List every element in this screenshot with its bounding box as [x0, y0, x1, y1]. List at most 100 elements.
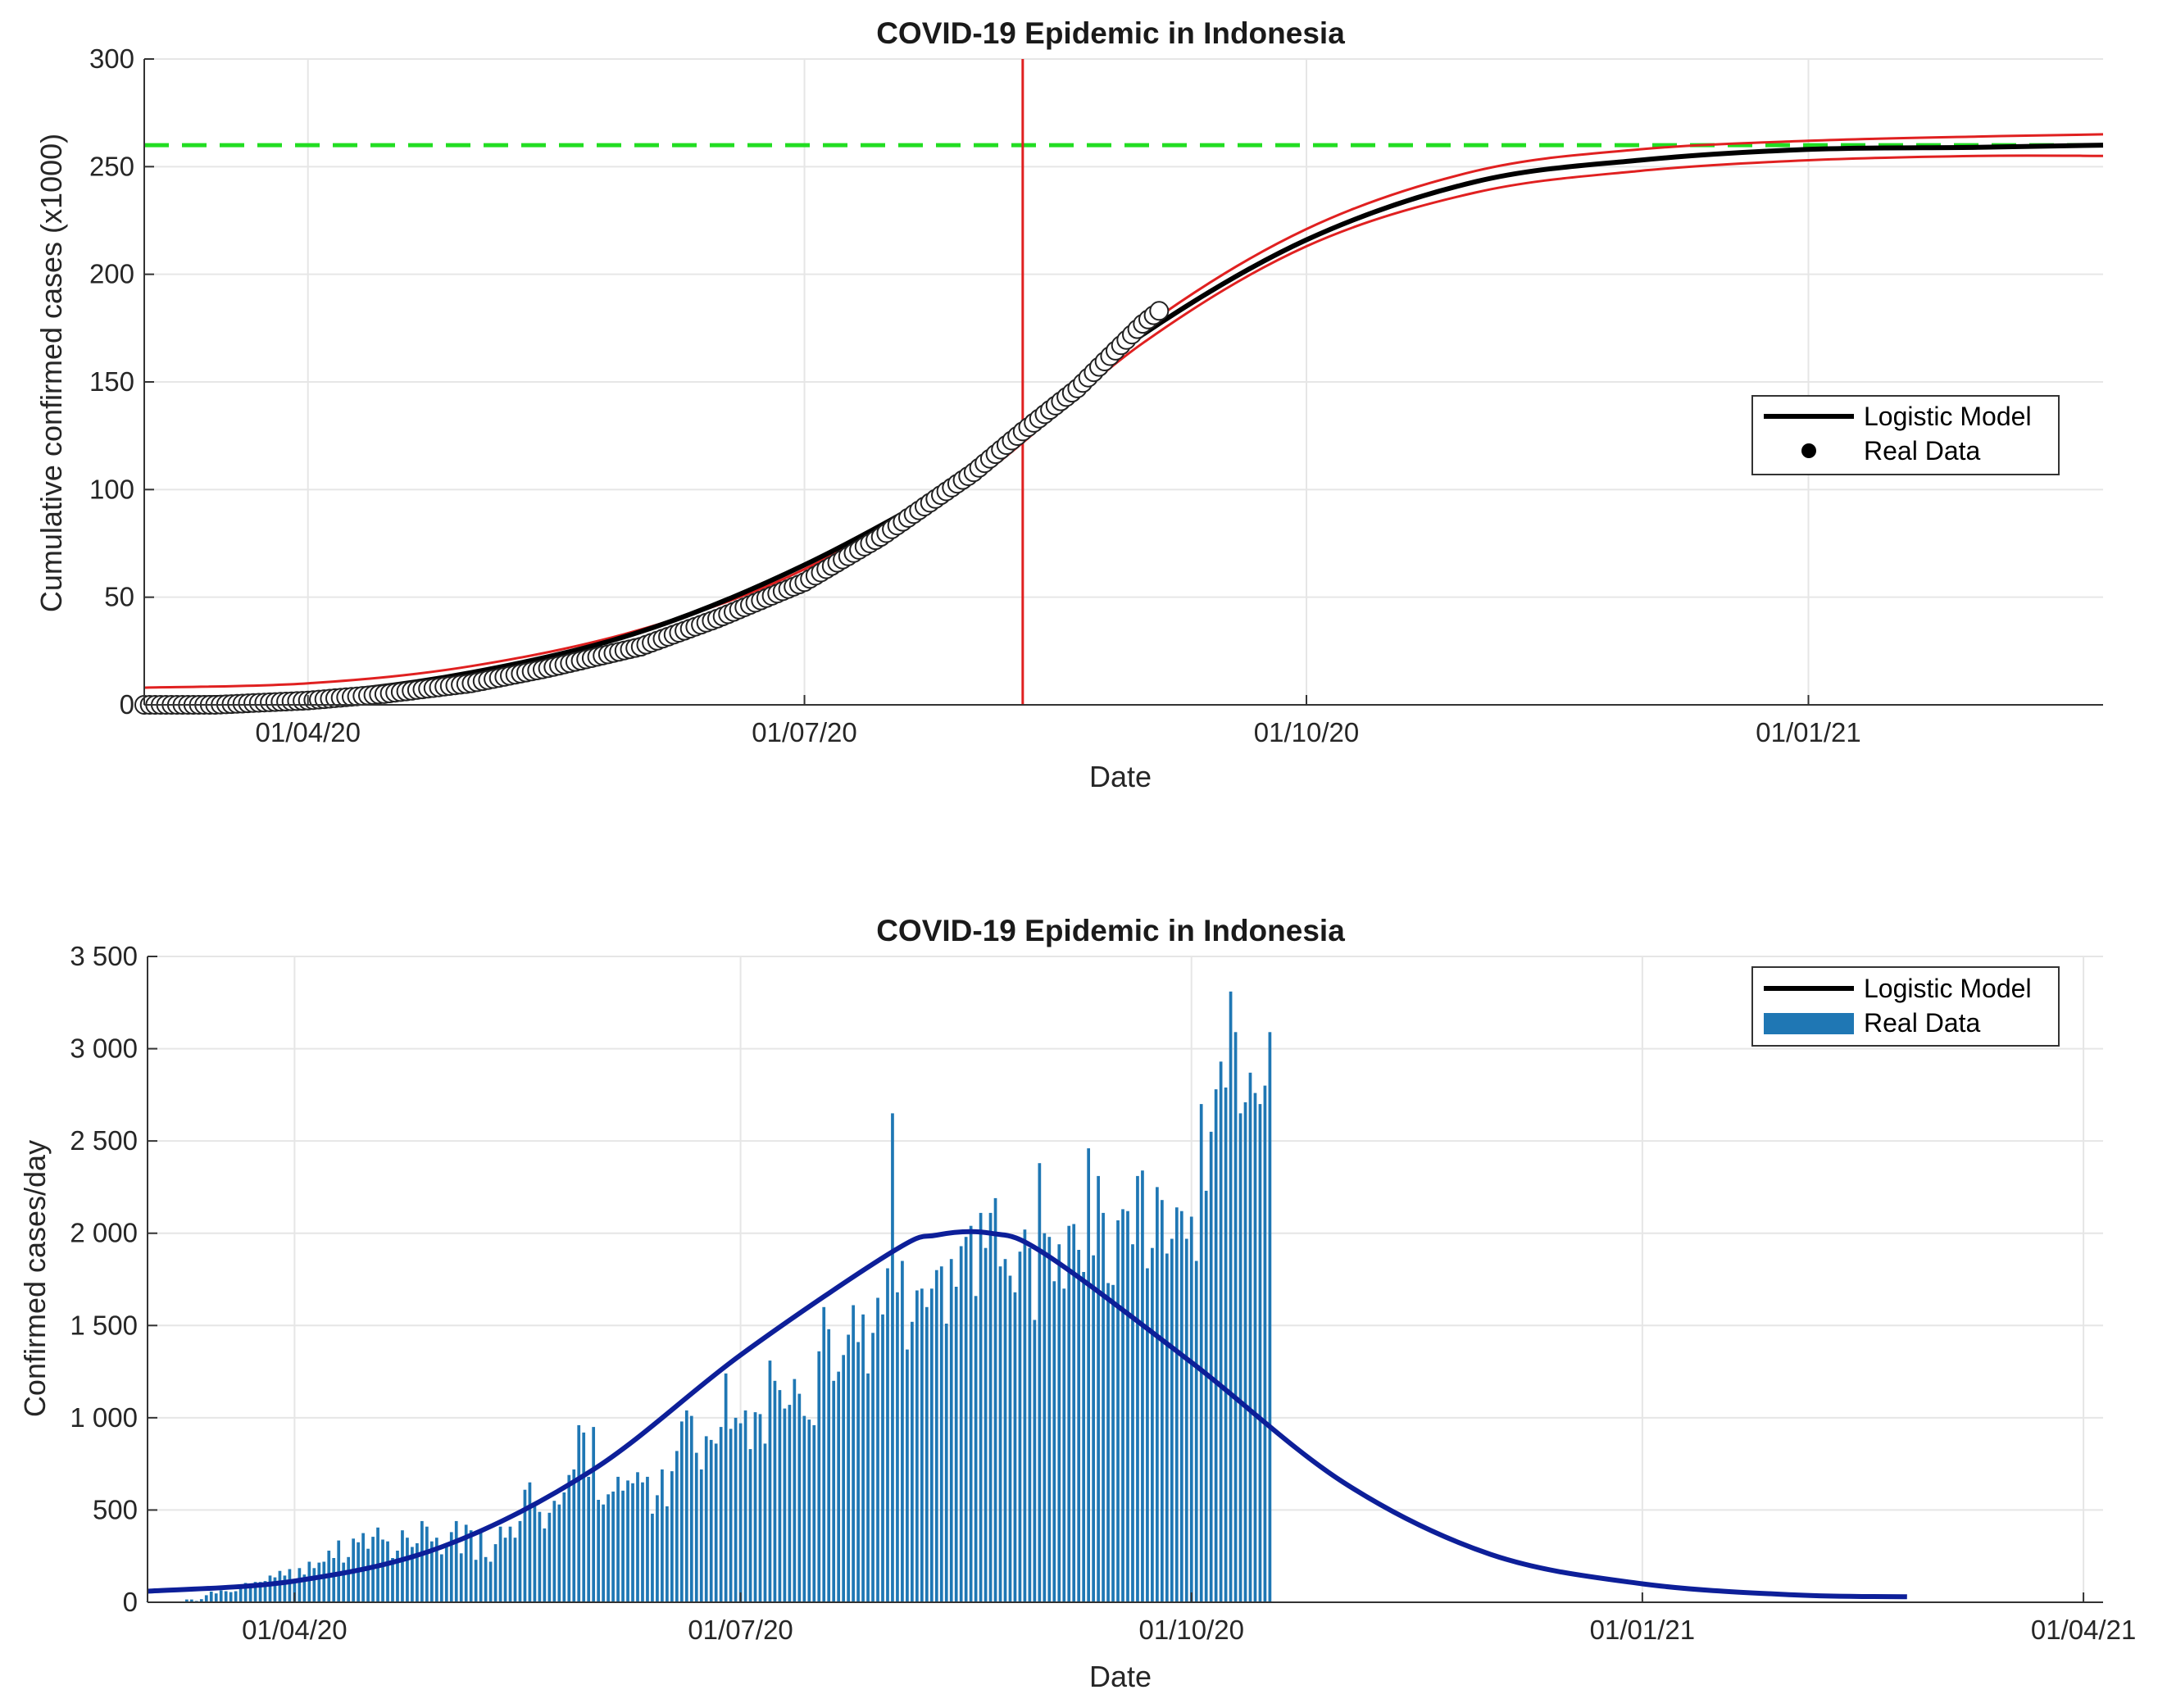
y-tick-label: 300 [89, 43, 134, 74]
daily-case-bar [1106, 1283, 1110, 1602]
daily-case-bar [1224, 1087, 1228, 1602]
daily-case-bar [454, 1520, 458, 1602]
daily-case-bar [661, 1469, 664, 1602]
y-tick-label: 0 [120, 689, 134, 720]
daily-case-bar [954, 1287, 958, 1602]
legend-data-marker [1801, 443, 1816, 458]
daily-case-bar [396, 1551, 399, 1602]
daily-case-bar [1013, 1292, 1017, 1602]
daily-case-bar [822, 1306, 826, 1602]
daily-case-bar [302, 1574, 307, 1602]
daily-case-bar [1174, 1207, 1179, 1602]
daily-case-bar [1229, 991, 1233, 1602]
daily-case-bar [797, 1393, 802, 1602]
daily-case-bar [1038, 1163, 1042, 1602]
daily-case-bar [778, 1390, 782, 1602]
daily-case-bar [924, 1306, 929, 1602]
daily-case-bar [337, 1540, 341, 1602]
daily-case-bar [817, 1351, 821, 1602]
legend-bar-swatch [1764, 1013, 1854, 1034]
daily-case-bar [666, 1506, 669, 1602]
daily-case-bar [342, 1562, 346, 1602]
daily-case-bar [861, 1314, 865, 1602]
daily-case-bar [1204, 1190, 1208, 1602]
daily-case-bar [518, 1520, 522, 1602]
daily-case-bar [582, 1432, 586, 1602]
daily-case-bar [684, 1410, 688, 1602]
daily-case-bar [631, 1483, 634, 1602]
daily-case-bar [312, 1568, 316, 1602]
daily-case-bar [572, 1469, 576, 1602]
daily-case-bar [621, 1490, 625, 1602]
daily-case-bar [1003, 1259, 1007, 1602]
daily-case-bar [523, 1489, 527, 1602]
daily-case-bar [1092, 1255, 1095, 1602]
daily-case-bar [503, 1538, 507, 1602]
daily-case-bar [592, 1427, 596, 1602]
daily-case-bar [1067, 1225, 1071, 1602]
chart-title: COVID-19 Epidemic in Indonesia [876, 16, 1345, 50]
legend: Logistic Model Real Data [1751, 966, 2060, 1047]
daily-case-bar [1023, 1229, 1027, 1602]
daily-case-bar [444, 1545, 448, 1602]
x-axis-label: Date [1089, 1660, 1152, 1693]
daily-case-bar [656, 1495, 659, 1602]
x-tick-label: 01/04/20 [255, 717, 360, 747]
daily-case-bar [189, 1599, 193, 1602]
daily-case-bar [484, 1556, 488, 1602]
legend-model-label: Logistic Model [1864, 974, 2032, 1003]
daily-case-bar [724, 1373, 728, 1602]
daily-case-bar [911, 1321, 914, 1602]
daily-case-bar [1072, 1224, 1076, 1602]
daily-case-bar [411, 1547, 414, 1602]
daily-case-bar [1082, 1272, 1086, 1602]
y-tick-label: 500 [93, 1494, 138, 1524]
x-tick-label: 01/07/20 [688, 1615, 793, 1645]
daily-case-bar [1146, 1268, 1149, 1602]
daily-case-bar [812, 1424, 816, 1602]
daily-case-bar [1161, 1200, 1164, 1602]
daily-case-bar [988, 1212, 993, 1602]
daily-case-bar [1028, 1247, 1032, 1602]
daily-case-bar [1097, 1175, 1100, 1602]
daily-case-bar [1248, 1072, 1252, 1602]
daily-case-bar [915, 1290, 919, 1602]
x-tick-label: 01/07/20 [752, 717, 856, 747]
daily-case-bar [253, 1582, 257, 1602]
daily-case-bar [929, 1288, 934, 1602]
cumulative-cases-chart: COVID-19 Epidemic in Indonesia 0 50 100 150… [34, 16, 2104, 793]
daily-case-bar [758, 1414, 762, 1602]
daily-case-bar [498, 1526, 502, 1602]
daily-case-bar [881, 1314, 884, 1602]
daily-cases-chart: COVID-19 Epidemic in Indonesia 0 500 1 000… [18, 914, 2136, 1693]
daily-case-bar [802, 1415, 806, 1602]
daily-case-bar [459, 1553, 463, 1602]
daily-case-bar [229, 1592, 233, 1602]
daily-case-bar [852, 1305, 855, 1602]
y-axis-label: Cumulative confirmed cases (x1000) [34, 134, 68, 612]
daily-case-bar [906, 1349, 909, 1602]
grid [148, 956, 2103, 1603]
y-tick-label: 100 [89, 474, 134, 504]
daily-case-bar [219, 1590, 223, 1602]
daily-case-bar [866, 1373, 870, 1602]
x-tick-label: 01/04/20 [242, 1615, 347, 1645]
daily-case-bar [209, 1591, 213, 1602]
daily-case-bar [871, 1333, 875, 1602]
daily-case-bar [714, 1443, 718, 1602]
daily-case-bar [675, 1451, 679, 1602]
y-tick-label: 50 [104, 582, 134, 612]
daily-case-bar [234, 1591, 238, 1602]
daily-case-bar [719, 1427, 723, 1602]
daily-case-bar [547, 1512, 552, 1602]
daily-case-bar [793, 1379, 797, 1602]
daily-case-bar [738, 1423, 743, 1602]
daily-case-bar [1077, 1250, 1081, 1602]
legend-data-label: Real Data [1864, 1008, 1981, 1038]
daily-case-bar [763, 1443, 767, 1602]
daily-case-bar [646, 1476, 649, 1602]
daily-case-bar [567, 1474, 571, 1602]
y-tick-label: 3 500 [70, 941, 138, 971]
daily-case-bar [1062, 1288, 1066, 1602]
daily-case-bar [1219, 1061, 1223, 1602]
